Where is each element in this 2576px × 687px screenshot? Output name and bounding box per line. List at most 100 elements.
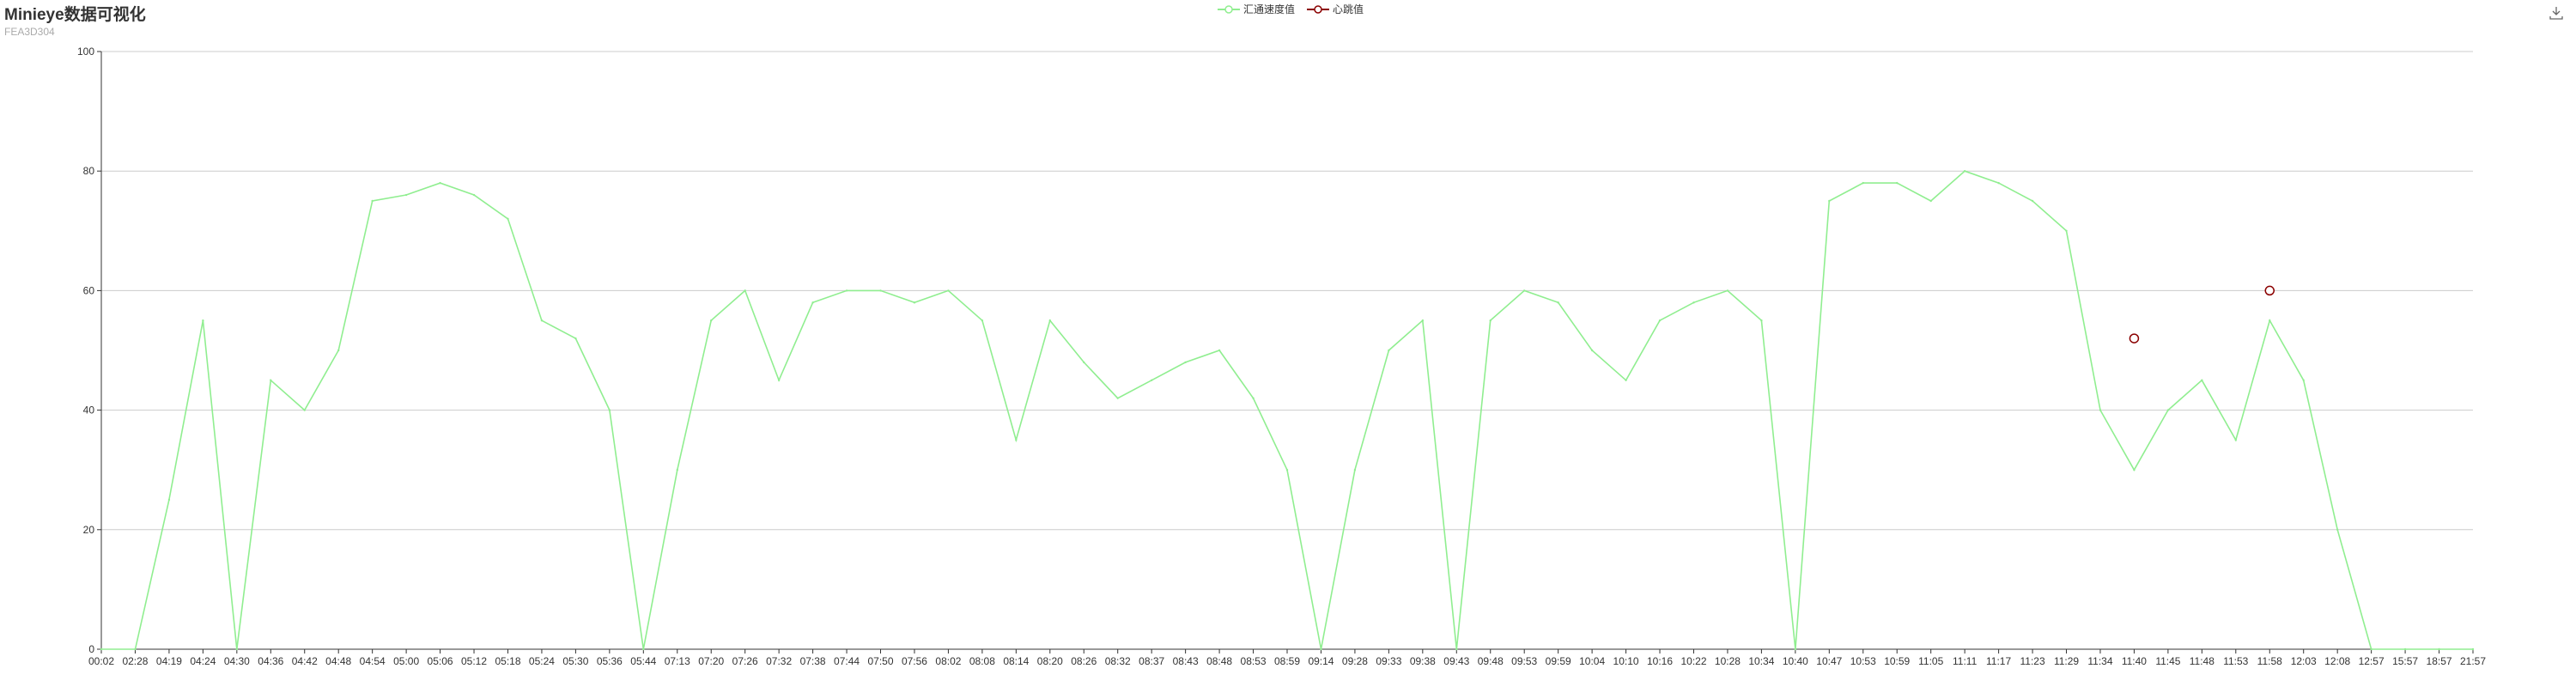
x-tick-label: 10:59 <box>1884 655 1910 667</box>
x-tick-label: 05:36 <box>597 655 623 667</box>
speed-point <box>1692 301 1695 304</box>
legend-item-heart[interactable]: 心跳值 <box>1307 2 1364 16</box>
speed-point <box>337 349 340 352</box>
x-tick-label: 18:57 <box>2427 655 2452 667</box>
speed-point <box>947 289 950 292</box>
x-tick-label: 09:28 <box>1342 655 1368 667</box>
speed-point <box>134 647 137 651</box>
legend-item-speed[interactable]: 汇通速度值 <box>1218 2 1295 16</box>
x-tick-label: 09:43 <box>1443 655 1469 667</box>
x-tick-label: 07:50 <box>867 655 893 667</box>
speed-point <box>2031 199 2034 203</box>
download-icon[interactable] <box>2549 5 2564 21</box>
x-tick-label: 11:58 <box>2257 655 2282 667</box>
x-tick-label: 04:19 <box>156 655 182 667</box>
chart-title: Minieye数据可视化 <box>4 6 146 24</box>
x-tick-label: 08:53 <box>1241 655 1267 667</box>
x-tick-label: 07:20 <box>698 655 724 667</box>
x-tick-label: 21:57 <box>2460 655 2486 667</box>
x-tick-label: 11:05 <box>1918 655 1943 667</box>
x-tick-label: 11:45 <box>2155 655 2180 667</box>
x-tick-label: 07:44 <box>834 655 860 667</box>
x-tick-label: 09:48 <box>1478 655 1504 667</box>
x-tick-label: 09:33 <box>1376 655 1401 667</box>
speed-point <box>574 337 577 340</box>
speed-point <box>1150 379 1153 381</box>
speed-point <box>202 319 204 322</box>
x-tick-label: 10:40 <box>1783 655 1808 667</box>
speed-point <box>1218 349 1221 352</box>
speed-point <box>981 319 984 322</box>
x-tick-label: 10:10 <box>1613 655 1639 667</box>
x-tick-label: 04:24 <box>190 655 216 667</box>
x-tick-label: 08:08 <box>969 655 995 667</box>
x-tick-label: 05:12 <box>461 655 487 667</box>
x-tick-label: 11:48 <box>2190 655 2215 667</box>
speed-point <box>1421 319 1425 322</box>
speed-point <box>2099 409 2102 411</box>
speed-point <box>2133 469 2136 471</box>
x-tick-label: 04:30 <box>224 655 250 667</box>
x-tick-label: 10:22 <box>1680 655 1706 667</box>
legend-speed-label: 汇通速度值 <box>1243 3 1296 15</box>
speed-point <box>777 379 781 381</box>
chart-subtitle: FEA3D304 <box>4 26 55 38</box>
x-tick-label: 08:02 <box>935 655 961 667</box>
x-tick-label: 08:26 <box>1071 655 1097 667</box>
legend-speed-marker <box>1218 4 1240 14</box>
y-tick-label: 80 <box>83 165 95 177</box>
speed-point <box>608 409 611 411</box>
speed-point <box>2166 409 2170 411</box>
x-tick-label: 15:57 <box>2392 655 2418 667</box>
x-tick-label: 11:29 <box>2054 655 2079 667</box>
speed-point <box>676 469 678 471</box>
x-tick-label: 05:44 <box>630 655 656 667</box>
x-tick-label: 10:16 <box>1647 655 1673 667</box>
speed-point <box>2370 647 2372 651</box>
speed-point <box>879 289 882 292</box>
speed-point <box>744 289 746 292</box>
speed-point <box>1353 469 1357 471</box>
speed-point <box>540 319 544 322</box>
speed-point <box>1963 170 1966 173</box>
x-tick-label: 02:28 <box>122 655 148 667</box>
speed-point <box>2471 647 2475 651</box>
x-tick-label: 11:40 <box>2122 655 2147 667</box>
speed-point <box>1862 181 1864 185</box>
speed-point <box>2269 319 2271 322</box>
speed-point <box>303 409 306 411</box>
speed-point <box>2336 528 2339 531</box>
x-tick-label: 10:28 <box>1715 655 1741 667</box>
speed-point <box>235 647 239 651</box>
x-tick-label: 07:26 <box>732 655 758 667</box>
x-tick-label: 04:54 <box>360 655 386 667</box>
speed-point <box>472 193 476 197</box>
y-tick-label: 40 <box>83 404 95 416</box>
speed-point <box>100 647 103 651</box>
x-tick-label: 09:59 <box>1546 655 1571 667</box>
speed-point <box>642 647 645 651</box>
speed-point <box>1252 397 1255 399</box>
x-tick-label: 08:48 <box>1206 655 1232 667</box>
speed-point <box>710 319 713 322</box>
speed-point <box>167 498 171 502</box>
speed-point <box>1015 439 1018 441</box>
speed-point <box>1557 301 1559 304</box>
speed-point <box>1523 289 1526 292</box>
x-tick-label: 09:38 <box>1410 655 1436 667</box>
x-tick-label: 05:00 <box>393 655 419 667</box>
legend: 汇通速度值 心跳值 <box>1218 2 1364 16</box>
speed-point <box>1489 319 1492 322</box>
y-tick-label: 60 <box>83 284 95 296</box>
speed-point <box>270 379 272 381</box>
x-tick-label: 05:30 <box>562 655 588 667</box>
x-tick-label: 08:37 <box>1139 655 1164 667</box>
heart-point <box>2129 333 2140 344</box>
x-tick-label: 10:34 <box>1748 655 1774 667</box>
speed-point <box>913 301 916 304</box>
speed-point <box>811 301 814 304</box>
x-tick-label: 11:11 <box>1953 655 1978 667</box>
speed-point <box>1320 647 1322 651</box>
speed-point <box>507 217 509 221</box>
